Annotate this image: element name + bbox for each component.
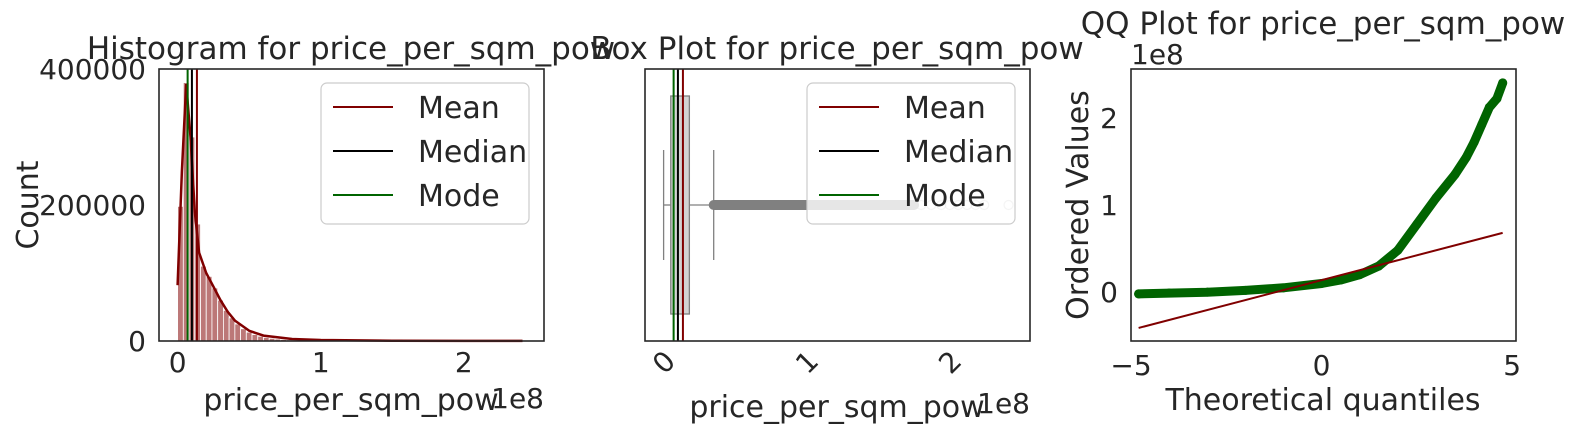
boxplot-x-tick-label: 1	[789, 344, 825, 380]
histogram-y-tick-label: 200000	[39, 189, 146, 222]
histogram-panel: 0 1 2 0 200000 400000 Histogram for price_pe…	[11, 31, 615, 418]
boxplot-panel: 0 1 2 Box Plot for price_per_sqm_pow price…	[590, 31, 1083, 425]
histogram-bar	[205, 275, 213, 342]
qqplot-point	[1412, 219, 1422, 229]
boxplot-x-offset: 1e8	[977, 387, 1030, 420]
histogram-y-label: Count	[11, 160, 46, 249]
qqplot-point	[1240, 285, 1250, 295]
boxplot-x-tick-label: 0	[646, 344, 682, 380]
qqplot-point	[1498, 78, 1508, 88]
qqplot-markers	[1134, 78, 1508, 299]
boxplot-legend: Mean Median Mode	[806, 82, 1016, 225]
boxplot-title: Box Plot for price_per_sqm_pow	[590, 31, 1083, 67]
histogram-y-tick-label: 400000	[39, 53, 146, 86]
histogram-bar	[251, 334, 259, 342]
histogram-bars	[177, 82, 322, 342]
histogram-x-label: price_per_sqm_pow	[203, 383, 498, 418]
histogram-legend: Mean Median Mode	[320, 82, 530, 225]
qqplot-point	[1202, 287, 1212, 297]
boxplot-legend-median: Median	[904, 135, 1013, 170]
qqplot-point	[1431, 193, 1441, 203]
qqplot-fit-line	[1138, 231, 1503, 329]
boxplot-legend-mode: Mode	[904, 179, 986, 214]
histogram-bar	[223, 309, 230, 342]
qqplot-y-ticks: 0 1 2	[1100, 102, 1118, 309]
histogram-x-offset: 1e8	[491, 382, 544, 415]
histogram-bar	[245, 331, 253, 342]
histogram-legend-mean: Mean	[418, 91, 500, 126]
qqplot-panel: −5 0 5 0 1 2 QQ Plot for price_per_sqm_pow 1…	[1061, 6, 1565, 418]
qqplot-y-offset: 1e8	[1131, 38, 1184, 71]
qqplot-point	[1450, 169, 1460, 179]
boxplot-iqr-box	[670, 95, 691, 315]
qqplot-point	[1469, 137, 1479, 147]
qqplot-y-tick-label: 2	[1100, 102, 1118, 135]
qqplot-point	[1461, 152, 1471, 162]
boxplot-legend-box	[806, 82, 1016, 225]
qqplot-title: QQ Plot for price_per_sqm_pow	[1081, 6, 1566, 42]
boxplot-x-ticks: 0 1 2	[646, 344, 968, 380]
histogram-x-tick-label: 2	[455, 346, 473, 379]
histogram-bar	[200, 265, 207, 342]
qqplot-point	[1355, 270, 1365, 280]
boxplot-legend-mean: Mean	[904, 91, 986, 126]
histogram-title: Histogram for price_per_sqm_pow	[87, 31, 615, 67]
histogram-y-tick-label: 0	[128, 325, 146, 358]
boxplot-box	[662, 95, 715, 315]
qqplot-point	[1484, 102, 1494, 112]
histogram-bar	[240, 328, 247, 342]
histogram-y-ticks: 0 200000 400000	[39, 53, 146, 358]
histogram-kde-curve	[176, 83, 523, 343]
qqplot-x-label: Theoretical quantiles	[1164, 383, 1480, 418]
boxplot-x-tick-label: 2	[932, 344, 968, 380]
histogram-stat-lines	[186, 69, 198, 341]
qqplot-point	[1164, 288, 1174, 298]
qqplot-y-tick-label: 0	[1100, 276, 1118, 309]
histogram-legend-mode: Mode	[418, 179, 500, 214]
histogram-legend-box	[320, 82, 530, 225]
qqplot-points	[1134, 78, 1508, 299]
boxplot-x-label: price_per_sqm_pow	[689, 390, 984, 425]
boxplot-axes-frame	[644, 68, 1031, 342]
qqplot-point	[1477, 120, 1487, 130]
qqplot-point	[1134, 289, 1144, 299]
qqplot-y-tick-label: 1	[1100, 189, 1118, 222]
qqplot-point	[1492, 94, 1502, 104]
histogram-legend-median: Median	[418, 135, 527, 170]
qqplot-x-tick-label: 0	[1313, 349, 1331, 382]
qqplot-y-label: Ordered Values	[1061, 90, 1096, 320]
qqplot-point	[1393, 245, 1403, 255]
qqplot-x-tick-label: 5	[1503, 349, 1521, 382]
histogram-x-tick-label: 1	[312, 346, 330, 379]
qqplot-axes-frame	[1130, 68, 1517, 342]
histogram-bar	[217, 299, 224, 342]
histogram-x-ticks: 0 1 2	[169, 346, 473, 379]
boxplot-stat-lines	[672, 69, 684, 341]
qqplot-point	[1336, 275, 1346, 285]
histogram-bar	[234, 323, 241, 342]
histogram-axes-frame	[158, 68, 545, 342]
histogram-bar	[211, 287, 219, 342]
qqplot-x-tick-label: −5	[1110, 349, 1151, 382]
qqplot-x-ticks: −5 0 5	[1110, 349, 1521, 382]
histogram-x-tick-label: 0	[169, 346, 187, 379]
